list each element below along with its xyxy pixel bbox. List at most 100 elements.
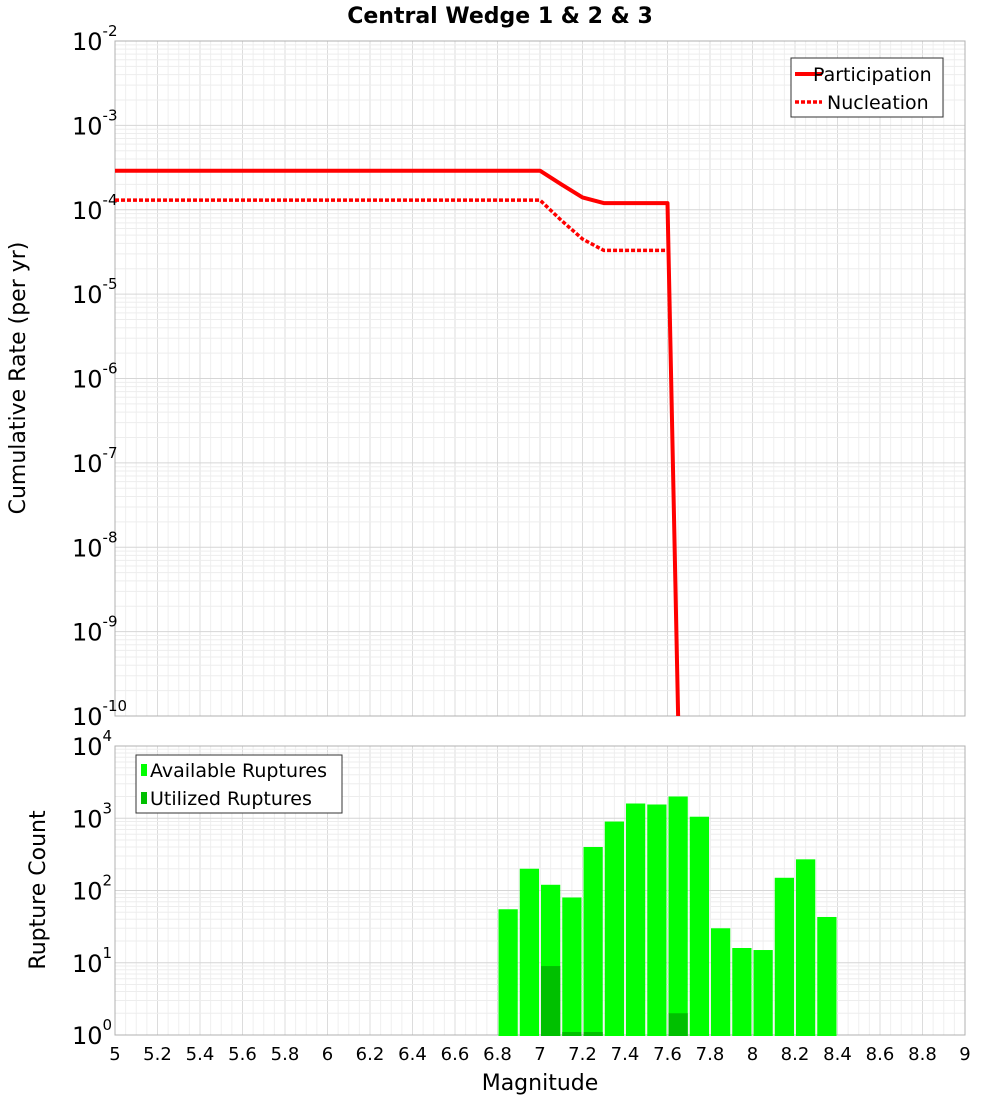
- legend-label-participation: Participation: [813, 64, 932, 86]
- x-tick-label: 8.4: [823, 1044, 852, 1065]
- y-tick-exponent: 4: [103, 727, 113, 745]
- bottom-y-axis-label: Rupture Count: [26, 810, 51, 970]
- top-legend: Participation Nucleation: [790, 57, 944, 118]
- y-tick-exponent: 3: [103, 799, 113, 817]
- y-tick-label: 10-5: [72, 275, 118, 309]
- y-tick-exponent: 1: [103, 944, 113, 962]
- x-tick-label: 5.2: [143, 1044, 172, 1065]
- x-tick-label: 6.8: [483, 1044, 512, 1065]
- y-tick-base: 10: [72, 805, 103, 833]
- y-tick-exponent: -7: [103, 444, 118, 462]
- y-tick-label: 10-6: [72, 360, 118, 394]
- y-tick-base: 10: [72, 112, 103, 140]
- available-bar: [817, 916, 837, 1036]
- available-bar: [647, 804, 667, 1036]
- x-tick-label: 7.4: [611, 1044, 640, 1065]
- x-tick-label: 8.6: [866, 1044, 895, 1065]
- available-bar: [774, 877, 794, 1036]
- y-tick-label: 10-3: [72, 106, 118, 140]
- x-tick-label: 7: [534, 1044, 545, 1065]
- y-tick-base: 10: [72, 197, 103, 225]
- y-tick-label: 10-4: [72, 191, 118, 225]
- y-tick-exponent: -5: [103, 275, 118, 293]
- x-tick-label: 5.4: [186, 1044, 215, 1065]
- y-tick-base: 10: [72, 534, 103, 562]
- y-tick-exponent: 2: [103, 872, 113, 890]
- available-bar: [562, 897, 582, 1036]
- x-tick-label: 6.2: [356, 1044, 385, 1065]
- y-tick-exponent: 0: [103, 1016, 113, 1034]
- top-plot-area: 10-210-310-410-510-610-710-810-910-10Par…: [72, 22, 966, 731]
- x-tick-label: 5.6: [228, 1044, 257, 1065]
- y-tick-label: 100: [72, 1016, 112, 1050]
- x-tick-label: 7.8: [696, 1044, 725, 1065]
- utilized-bar: [541, 966, 561, 1036]
- top-y-axis-label: Cumulative Rate (per yr): [6, 242, 31, 515]
- x-tick-label: 6: [322, 1044, 333, 1065]
- y-tick-base: 10: [72, 28, 103, 56]
- y-tick-base: 10: [72, 366, 103, 394]
- utilized-bar: [668, 1013, 688, 1036]
- plot-border: [114, 40, 966, 717]
- bottom-legend-box: [135, 754, 343, 814]
- plot-border: [114, 745, 966, 1036]
- y-tick-label: 10-10: [72, 697, 127, 731]
- x-tick-label: 8: [747, 1044, 758, 1065]
- available-bar: [689, 816, 709, 1036]
- x-tick-label: 6.6: [441, 1044, 470, 1065]
- x-tick-label: 9: [959, 1044, 970, 1065]
- y-tick-exponent: -2: [103, 22, 118, 40]
- bottom-legend: Available Ruptures Utilized Ruptures: [135, 754, 343, 814]
- y-tick-base: 10: [72, 281, 103, 309]
- y-tick-exponent: -6: [103, 360, 118, 378]
- y-tick-exponent: -8: [103, 528, 118, 546]
- x-tick-label: 7.6: [653, 1044, 682, 1065]
- available-bar: [498, 909, 518, 1036]
- y-tick-label: 10-9: [72, 613, 118, 647]
- y-tick-base: 10: [72, 733, 103, 761]
- x-tick-label: 5: [109, 1044, 120, 1065]
- y-tick-base: 10: [72, 619, 103, 647]
- legend-swatch-available: [141, 764, 147, 776]
- y-tick-label: 10-2: [72, 22, 118, 56]
- y-tick-label: 10-7: [72, 444, 118, 478]
- available-bar: [753, 950, 773, 1036]
- y-tick-base: 10: [72, 950, 103, 978]
- y-tick-exponent: -10: [103, 697, 128, 715]
- available-bar: [732, 948, 752, 1036]
- y-tick-label: 102: [72, 872, 112, 906]
- y-tick-label: 101: [72, 944, 112, 978]
- legend-swatch-utilized: [141, 792, 147, 804]
- chart-title: Central Wedge 1 & 2 & 3: [347, 4, 653, 29]
- available-bar: [796, 859, 816, 1036]
- x-tick-label: 8.2: [781, 1044, 810, 1065]
- available-bar: [583, 847, 603, 1036]
- legend-label-utilized: Utilized Ruptures: [150, 788, 312, 810]
- y-tick-label: 10-8: [72, 528, 118, 562]
- legend-label-available: Available Ruptures: [150, 760, 327, 782]
- x-tick-label: 5.8: [271, 1044, 300, 1065]
- available-bar: [711, 928, 731, 1036]
- series-line-participation: [115, 168, 681, 716]
- y-tick-exponent: -9: [103, 613, 118, 631]
- utilized-bar: [562, 1032, 582, 1036]
- x-tick-label: 6.4: [398, 1044, 427, 1065]
- x-tick-label: 8.8: [908, 1044, 937, 1065]
- y-tick-label: 104: [72, 727, 112, 761]
- y-tick-base: 10: [72, 703, 103, 731]
- legend-label-nucleation: Nucleation: [827, 92, 929, 114]
- series-line-nucleation: [115, 198, 668, 253]
- available-bar: [668, 796, 688, 1036]
- available-bar: [626, 803, 646, 1036]
- y-tick-base: 10: [72, 878, 103, 906]
- y-tick-base: 10: [72, 450, 103, 478]
- top-legend-box: [790, 57, 944, 118]
- y-tick-exponent: -4: [103, 191, 118, 209]
- y-tick-label: 103: [72, 799, 112, 833]
- available-bar: [604, 821, 624, 1036]
- y-tick-exponent: -3: [103, 106, 118, 124]
- y-tick-base: 10: [72, 1022, 103, 1050]
- x-tick-label: 7.2: [568, 1044, 597, 1065]
- available-bar: [519, 868, 539, 1036]
